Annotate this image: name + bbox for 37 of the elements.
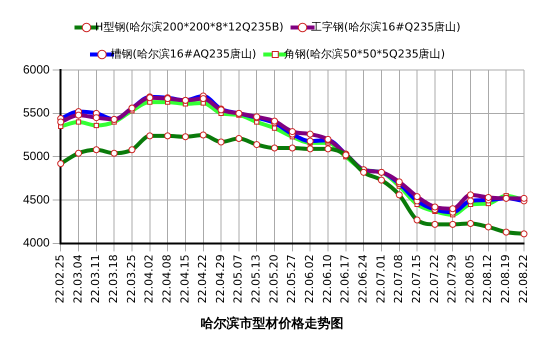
x-tick-label: 22.06.24 xyxy=(356,254,370,304)
x-tick-label: 22.03.11 xyxy=(89,254,102,304)
y-tick-label: 4500 xyxy=(22,192,50,206)
x-tick-label: 22.07.01 xyxy=(374,254,388,304)
x-tick-label: 22.07.22 xyxy=(428,254,441,304)
x-tick-label: 22.05.20 xyxy=(267,254,280,304)
x-tick-label: 22.05.27 xyxy=(285,254,298,304)
y-tick-label: 5500 xyxy=(22,106,50,120)
x-tick-label: 22.07.29 xyxy=(446,254,459,304)
x-tick-label: 22.06.17 xyxy=(338,254,352,304)
x-tick-label: 22.03.18 xyxy=(107,254,120,304)
x-tick-label: 22.06.02 xyxy=(303,254,316,304)
x-tick-label: 22.04.22 xyxy=(196,254,210,304)
x-tick-label: 22.04.02 xyxy=(142,254,156,304)
x-tick-label: 22.08.05 xyxy=(463,254,476,304)
x-tick-label: 22.06.10 xyxy=(320,254,334,304)
x-tick-label: 22.02.25 xyxy=(54,254,67,304)
legend-label: 槽钢(哈尔滨16#AQ235唐山) xyxy=(110,47,256,60)
x-tick-label: 22.08.22 xyxy=(516,254,530,304)
x-tick-label: 22.08.12 xyxy=(481,254,494,304)
x-tick-label: 22.07.08 xyxy=(392,254,406,304)
x-tick-label: 22.04.15 xyxy=(178,254,192,304)
text: 哈尔滨市型材价格走势图 xyxy=(200,316,344,332)
legend-label: 角钢(哈尔滨50*50*5Q235唐山) xyxy=(284,47,446,60)
legend-label: 工字钢(哈尔滨16#Q235唐山) xyxy=(311,20,460,34)
x-tick-label: 22.03.04 xyxy=(71,254,84,304)
legend-label: H型钢(哈尔滨200*200*8*12Q235B) xyxy=(95,20,284,34)
x-tick-label: 22.04.29 xyxy=(214,254,227,304)
y-tick-label: 5000 xyxy=(22,149,50,164)
x-tick-label: 22.04.08 xyxy=(160,254,174,304)
y-tick-label: 6000 xyxy=(22,62,50,76)
x-tick-label: 22.07.15 xyxy=(410,254,423,304)
x-tick-label: 22.03.25 xyxy=(124,254,138,304)
y-tick-label: 4000 xyxy=(22,236,50,250)
x-tick-label: 22.05.13 xyxy=(250,254,263,304)
x-tick-label: 22.05.07 xyxy=(232,254,245,304)
x-tick-label: 22.08.19 xyxy=(499,254,512,304)
